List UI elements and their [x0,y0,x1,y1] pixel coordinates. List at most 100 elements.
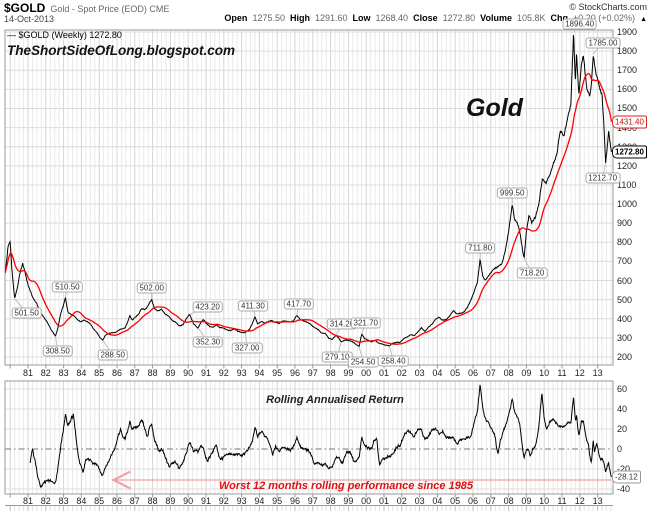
price-annotation-callout: 288.50 [97,349,128,361]
lower-x-axis-label: 08 [503,496,514,506]
quote-label: Chg [550,13,569,23]
lower-x-axis-label: 97 [307,496,318,506]
lower-x-axis-label: 81 [22,496,33,506]
main-y-axis-label: 700 [617,256,633,267]
lower-y-axis-label: 0 [617,444,623,454]
change-up-icon: ▲ [640,16,647,23]
main-y-axis-label: 800 [617,237,633,248]
main-x-axis-label: 91 [200,368,211,378]
lower-x-axis-label: 98 [325,496,336,506]
price-annotation-callout: 1212.70 [585,172,621,184]
main-x-axis-label: 08 [503,368,514,378]
lower-x-axis-label: 04 [432,496,443,506]
stockcharts-credit: © StockCharts.com [569,2,647,12]
lower-x-axis-label: 00 [361,496,372,506]
gold-series-label: Gold [466,94,523,122]
quote-label: Open [224,13,248,23]
main-x-axis-label: 92 [218,368,229,378]
quote-value: 1275.50 [252,13,285,23]
price-annotation-callout: 352.30 [192,336,224,348]
lower-x-axis-label: 88 [147,496,158,506]
ticker-symbol: $GOLD [4,1,46,15]
main-x-axis-label: 99 [343,368,354,378]
main-x-axis-label: 06 [467,368,478,378]
price-annotation-callout: 417.70 [283,298,314,310]
lower-x-axis-label: 99 [343,496,354,506]
price-annotation-callout: 308.50 [42,345,73,357]
lower-y-axis-label: 40 [617,404,628,414]
series-legend: — $GOLD (Weekly) 1272.80 [7,30,122,40]
main-x-axis-label: 94 [254,368,265,378]
main-y-axis-label: 500 [617,294,633,305]
main-y-axis-label: 300 [617,332,633,343]
main-x-axis-label: 02 [396,368,407,378]
lower-x-axis-label: 05 [450,496,461,506]
lower-x-axis-label: 03 [414,496,425,506]
lower-x-axis-label: 07 [485,496,496,506]
main-x-axis-label: 95 [272,368,283,378]
quote-label: High [289,13,310,23]
main-x-axis-label: 90 [183,368,194,378]
quote-label: Low [352,13,371,23]
lower-x-axis-label: 06 [467,496,478,506]
main-y-axis-label: 600 [617,275,633,286]
lower-x-axis-label: 83 [58,496,69,506]
lower-x-axis-label: 90 [183,496,194,506]
main-x-axis-label: 05 [450,368,461,378]
price-annotation-callout: 321.70 [350,317,381,329]
main-y-axis-label: 900 [617,218,633,229]
ma-value-tag: 1431.40 [612,115,647,129]
lower-y-axis-label: -40 [617,484,631,494]
lower-x-axis-label: 13 [592,496,603,506]
main-x-axis-label: 07 [485,368,496,378]
price-annotation-callout: 254.50 [347,356,379,368]
lower-x-axis-label: 11 [557,496,567,506]
main-x-axis-label: 89 [165,368,176,378]
quote-value: 105.8K [516,13,546,23]
lower-x-axis-label: 91 [200,496,211,506]
lower-x-axis-label: 09 [521,496,532,506]
price-annotation-callout: 1785.00 [585,37,621,49]
quote-label: Volume [480,13,512,23]
lower-x-axis-label: 87 [129,496,140,506]
lower-x-axis-label: 84 [76,496,87,506]
lower-panel-title: Rolling Annualised Return [266,394,404,406]
lower-y-axis-label: 20 [617,424,628,434]
lower-x-axis-label: 92 [218,496,229,506]
rolling-return-end-tag: -28.12 [612,470,641,484]
header-row: $GOLD Gold - Spot Price (EOD) CME [4,1,169,15]
price-annotation-callout: 327.00 [231,342,263,354]
main-x-axis-label: 86 [111,368,122,378]
blog-watermark: TheShortSideOfLong.blogspot.com [7,43,235,58]
main-x-axis-label: 97 [307,368,318,378]
lower-x-axis-label: 96 [289,496,300,506]
main-x-axis-label: 11 [557,368,567,378]
main-y-axis-label: 1200 [617,160,638,171]
main-x-axis-label: 93 [236,368,247,378]
main-x-axis-label: 83 [58,368,69,378]
main-y-axis-label: 1000 [617,199,638,210]
price-annotation-callout: 711.80 [465,242,496,254]
price-annotation-callout: 501.50 [11,307,42,319]
main-x-axis-label: 87 [129,368,140,378]
quote-value: 1291.60 [314,13,348,23]
main-x-axis-label: 01 [378,368,389,378]
main-x-axis-label: 13 [592,368,603,378]
last-price-tag: 1272.80 [612,145,647,159]
main-y-axis-label: 1900 [617,27,638,37]
quote-value: 1268.40 [375,13,409,23]
lower-x-axis-label: 93 [236,496,247,506]
ticker-description: Gold - Spot Price (EOD) CME [50,4,170,14]
main-y-axis-label: 1500 [617,103,638,114]
main-x-axis-label: 82 [40,368,51,378]
price-annotation-callout: 411.30 [238,300,268,312]
main-y-axis-label: 200 [617,352,633,362]
main-x-axis-label: 98 [325,368,336,378]
lower-x-axis-label: 12 [574,496,585,506]
ohlc-quote-row: Open 1275.50 High 1291.60 Low 1268.40 Close 127… [224,13,647,23]
worst-performance-annotation: Worst 12 months rolling performance sinc… [218,480,474,492]
price-annotation-callout: 718.20 [516,267,548,279]
main-x-axis-label: 04 [432,368,443,378]
lower-x-axis-label: 82 [40,496,51,506]
